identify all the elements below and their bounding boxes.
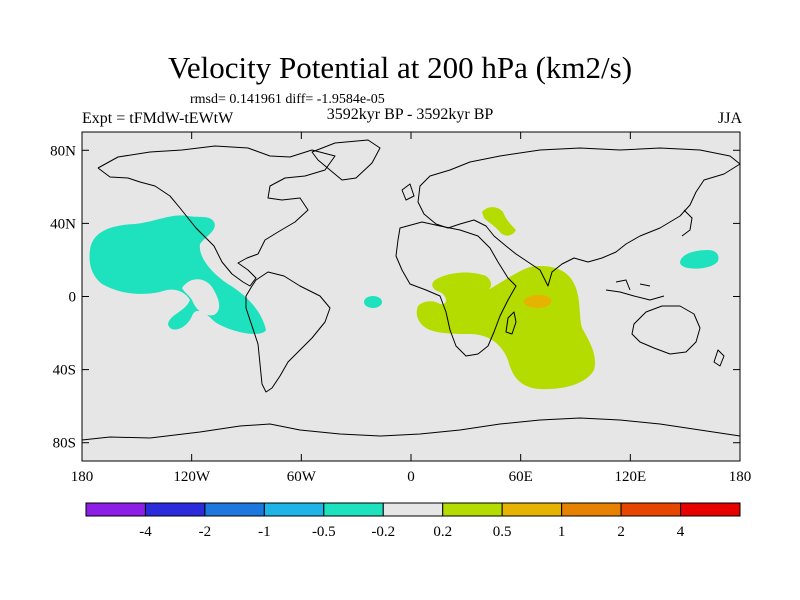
latitude-axis: 80N 40N 0 40S 80S: [50, 143, 740, 452]
colorbar-swatch: [680, 502, 741, 517]
positive-anomaly-regions: [416, 207, 596, 390]
coastlines: [81, 139, 741, 441]
experiment-label: Expt = tFMdW-tEWtW: [82, 110, 234, 127]
colorbar: -4 -2 -1 -0.5 -0.2 0.2 0.5 1 2 4: [85, 502, 741, 540]
colorbar-swatch: [501, 502, 563, 517]
coast-antarctica: [81, 417, 741, 441]
anomaly-africa-indian-ocean: [416, 266, 596, 390]
coast-australia: [631, 305, 701, 355]
coast-north-america: [97, 145, 336, 287]
lat-tick-label: 80N: [50, 143, 76, 159]
colorbar-label: -4: [139, 524, 152, 540]
anomaly-arabian-sea-core: [523, 294, 552, 308]
colorbar-swatch: [323, 502, 384, 517]
anomaly-atlantic-small: [364, 296, 382, 308]
colorbar-label: 1: [558, 524, 566, 540]
colorbar-swatch: [144, 502, 206, 517]
colorbar-swatch: [382, 502, 444, 517]
lat-tick-label: 80S: [53, 436, 76, 452]
map-background: [82, 132, 740, 461]
coast-africa: [395, 221, 517, 357]
coast-greenland: [311, 139, 381, 181]
colorbar-label: -0.2: [371, 524, 395, 540]
season-label: JJA: [717, 110, 742, 127]
period-label: 3592kyr BP - 3592kyr BP: [326, 106, 494, 123]
hole-north-pacific: [182, 279, 220, 316]
colorbar-label: -1: [258, 524, 271, 540]
colorbar-label: 2: [617, 524, 625, 540]
coast-madagascar: [505, 311, 517, 335]
colorbar-swatch: [85, 502, 146, 517]
lon-tick-label: 120W: [173, 469, 211, 485]
lon-tick-label: 180: [729, 469, 752, 485]
colorbar-swatch: [561, 502, 622, 517]
colorbar-label: 4: [677, 524, 685, 540]
colorbar-swatch: [442, 502, 503, 517]
negative-anomaly-regions: [89, 215, 719, 334]
map-title: Velocity Potential at 200 hPa (km2/s): [167, 50, 633, 85]
colorbar-label: -0.5: [312, 524, 336, 540]
coast-indonesia: [605, 279, 665, 301]
colorbar-label: 0.2: [433, 524, 452, 540]
colorbar-swatch: [263, 502, 325, 517]
lon-tick-label: 120E: [614, 469, 646, 485]
anomaly-north-pacific: [89, 215, 266, 334]
coast-japan: [681, 209, 693, 237]
lon-tick-label: 60E: [509, 469, 533, 485]
lat-tick-label: 40N: [50, 216, 76, 232]
lon-tick-label: 180: [71, 469, 94, 485]
longitude-axis: 180 120W 60W 0 60E 120E 180: [71, 132, 752, 485]
lat-tick-label: 40S: [53, 363, 76, 379]
coast-eurasia: [417, 147, 741, 287]
colorbar-label: 0.5: [493, 524, 512, 540]
stats-line: rmsd= 0.141961 diff= -1.9584e-05: [190, 92, 385, 107]
lon-tick-label: 0: [407, 469, 415, 485]
coast-uk: [401, 183, 415, 201]
colorbar-swatch: [620, 502, 682, 517]
anomaly-black-sea: [482, 207, 516, 236]
coast-new-zealand: [713, 349, 725, 367]
anomaly-west-pacific: [680, 250, 719, 269]
coast-south-america: [245, 271, 331, 393]
colorbar-swatch: [204, 502, 265, 517]
colorbar-label: -2: [199, 524, 212, 540]
lon-tick-label: 60W: [287, 469, 317, 485]
lat-tick-label: 0: [69, 290, 77, 306]
